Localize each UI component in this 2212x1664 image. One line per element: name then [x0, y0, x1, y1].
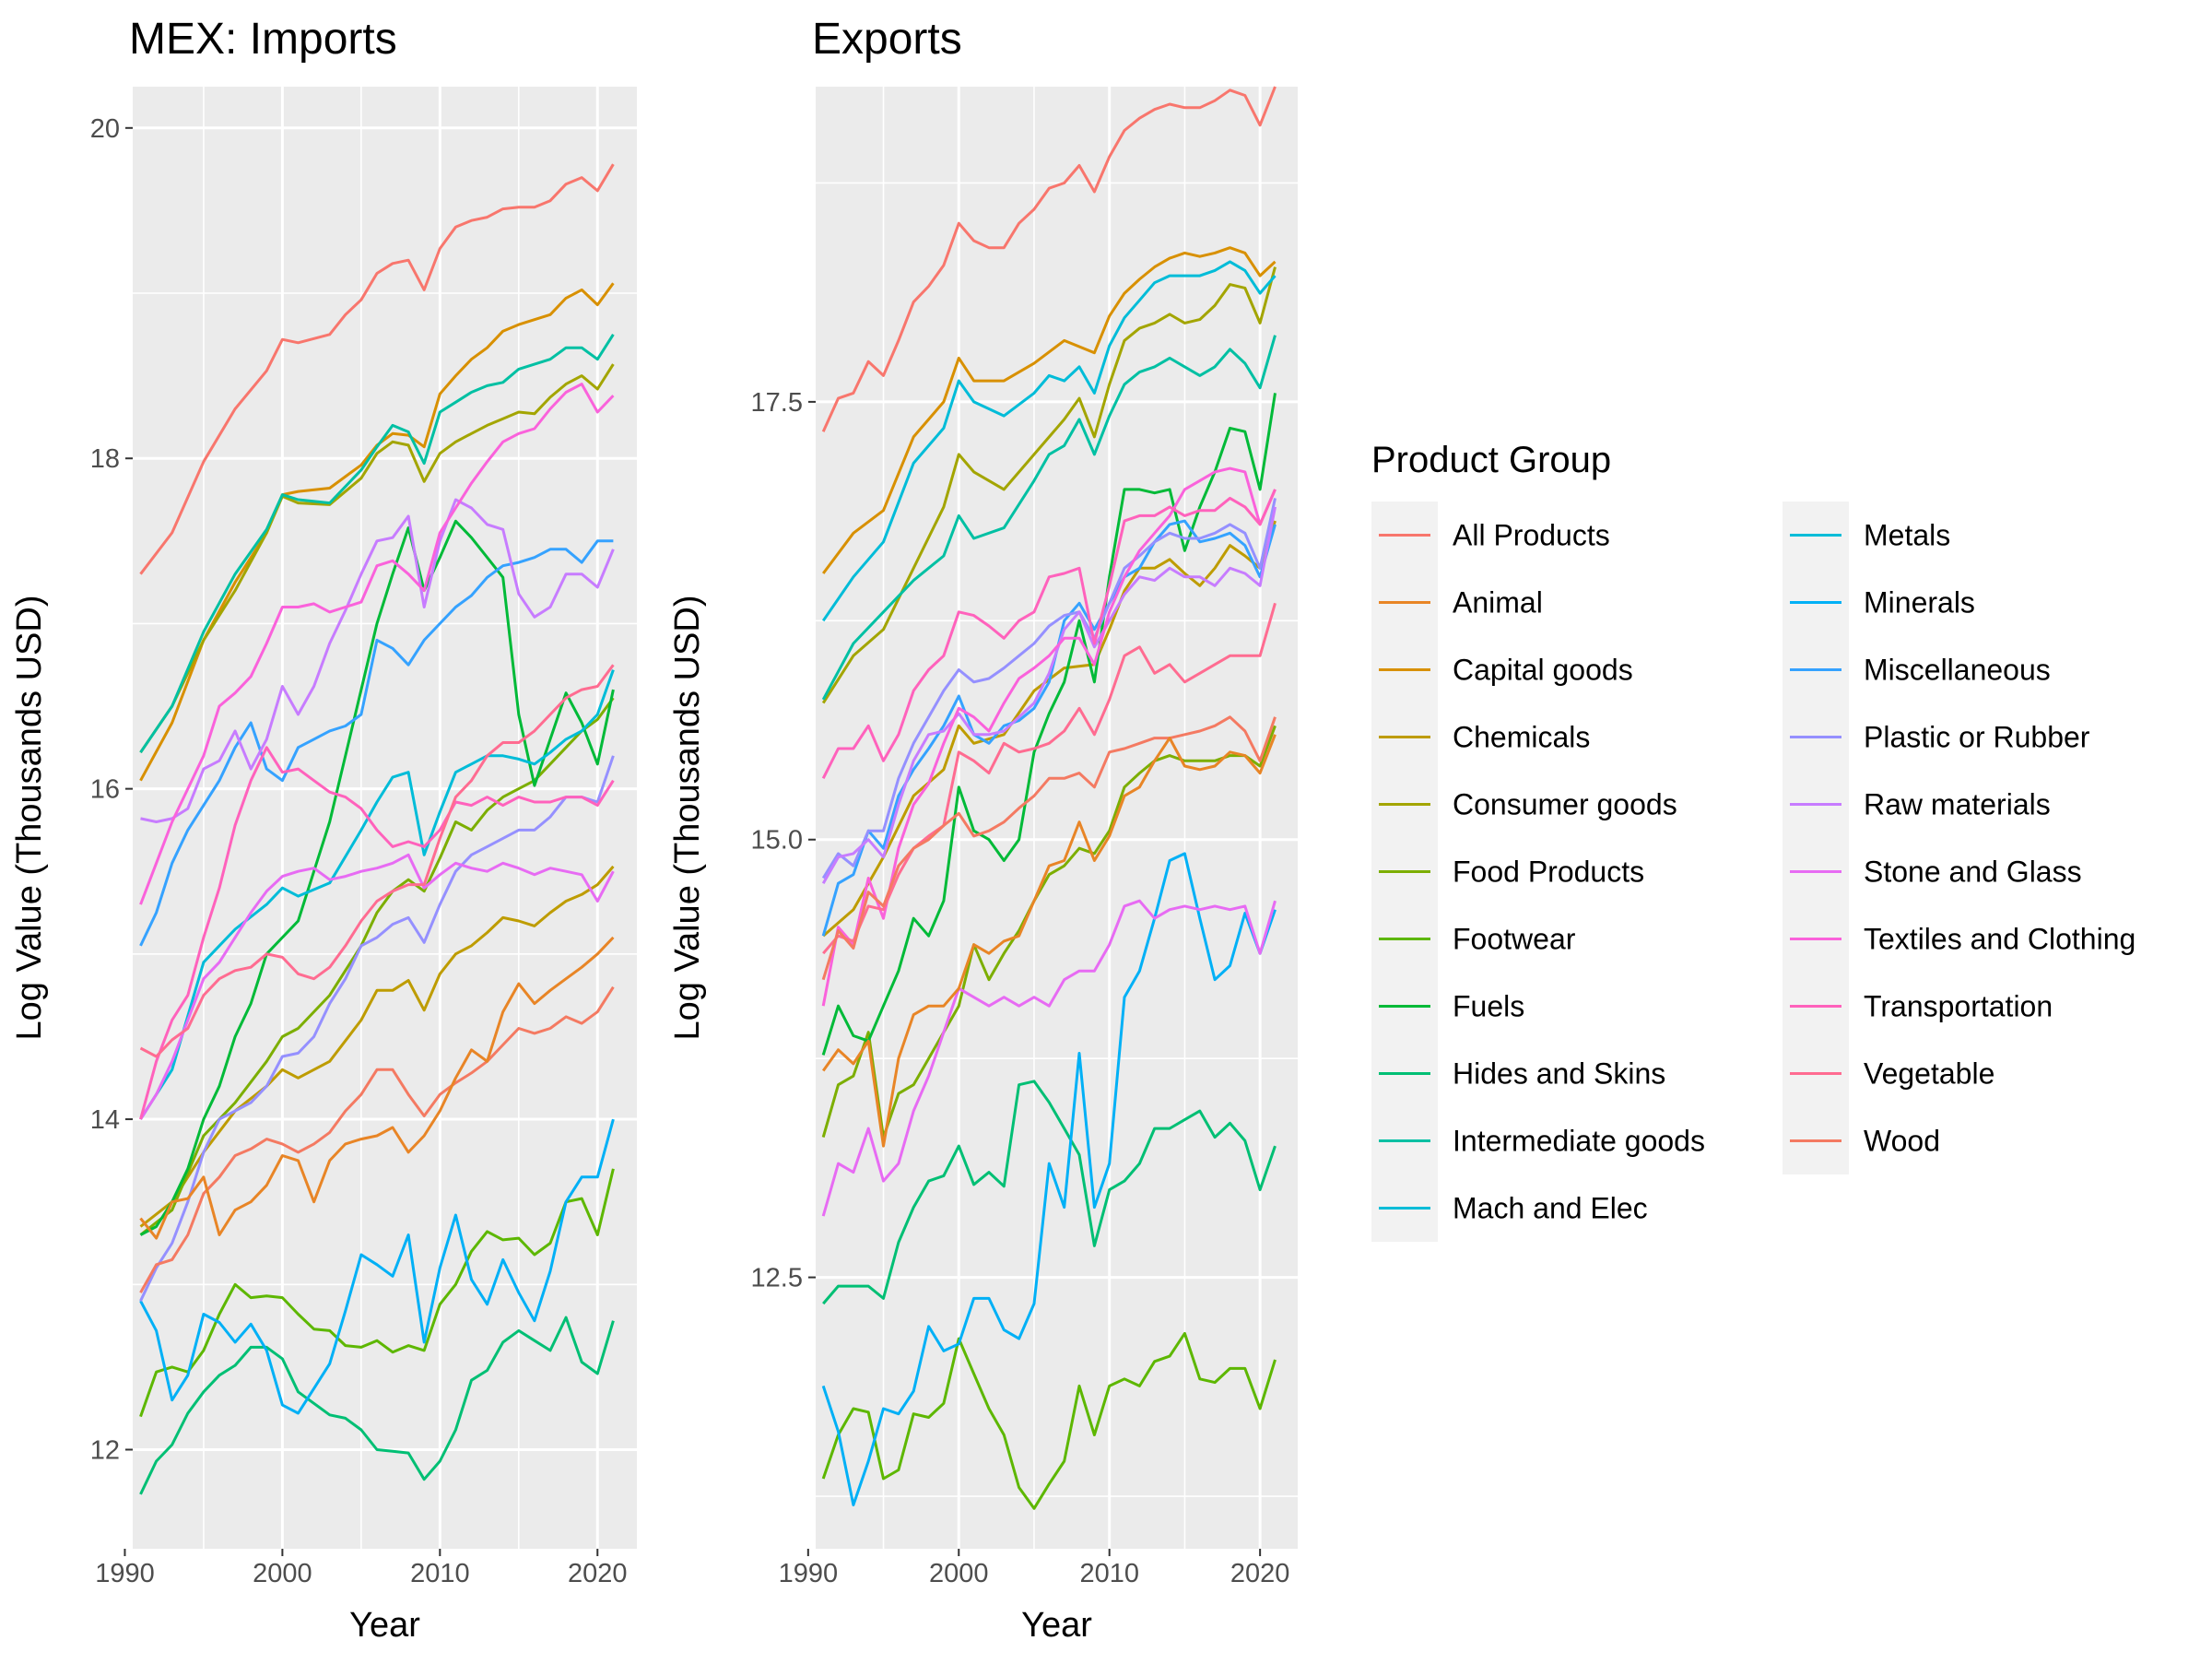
y-tick-label: 20 [90, 114, 120, 144]
x-tick-label: 2010 [410, 1559, 470, 1588]
legend-item-label: Intermediate goods [1453, 1125, 1705, 1158]
legend-item-label: Consumer goods [1453, 788, 1677, 821]
x-tick-label: 2020 [568, 1559, 628, 1588]
series-line-vegetable [822, 602, 1277, 955]
y-tick-label: 17.5 [751, 388, 803, 418]
series-line-fuels [139, 519, 615, 1236]
series-line-fuels [821, 393, 1277, 1056]
y-tick-label: 12 [90, 1435, 120, 1465]
x-tick-label: 2000 [253, 1559, 312, 1588]
legend-item-label: Chemicals [1453, 721, 1590, 754]
legend-item-label: Food Products [1453, 856, 1644, 889]
legend-item-label: Miscellaneous [1864, 654, 2051, 687]
chart-panel-imports: 1990 2000 2010 2020 12 14 16 18 20 MEX: Imports Ye… [10, 15, 637, 1645]
legend: Product Group All Products Animal Capital g… [1371, 440, 2136, 1242]
chart-title: MEX: Imports [129, 15, 397, 64]
legend-title: Product Group [1371, 440, 1611, 480]
series-line-miscellaneous [821, 519, 1277, 937]
plot-panel-background [133, 87, 637, 1549]
chart-panel-exports: 1990 2000 2010 2020 12.5 15.0 17.5 Exports Year L… [668, 15, 1298, 1645]
series-line-mach-and-elec [139, 669, 615, 1120]
x-axis-label: Year [1021, 1606, 1092, 1645]
series-line-minerals [821, 852, 1277, 1506]
legend-item-label: Hides and Skins [1453, 1057, 1665, 1091]
y-tick-label: 12.5 [751, 1264, 803, 1293]
y-tick-label: 16 [90, 775, 120, 805]
series-line-mach-and-elec [821, 260, 1277, 622]
x-tick-label: 1990 [95, 1559, 155, 1588]
y-axis-label: Log Value (Thousands USD) [668, 596, 707, 1041]
legend-item-label: Raw materials [1864, 788, 2051, 821]
legend-item-label: Transportation [1864, 990, 2053, 1023]
series-line-capital-goods [821, 246, 1277, 574]
legend-item-label: Wood [1864, 1125, 1940, 1158]
legend-item-label: Capital goods [1453, 654, 1633, 687]
series-line-transportation [139, 746, 615, 1120]
series-line-minerals [139, 1118, 615, 1415]
series-line-wood [139, 985, 615, 1293]
x-tick-label: 2020 [1230, 1559, 1290, 1588]
series-line-plastic-or-rubber [821, 498, 1277, 879]
series-line-plastic-or-rubber [139, 755, 615, 1302]
series-line-raw-materials [140, 498, 615, 823]
series-line-chemicals [822, 520, 1277, 938]
series-line-animal [139, 936, 615, 1240]
x-tick-label: 2000 [929, 1559, 989, 1588]
x-tick-label: 1990 [779, 1559, 839, 1588]
y-axis-label: Log Value (Thousands USD) [10, 596, 49, 1041]
legend-item-label: Footwear [1453, 923, 1576, 956]
series-line-all-products [821, 86, 1277, 432]
series-line-textiles-and-clothing [139, 383, 615, 905]
legend-item-label: Animal [1453, 586, 1543, 620]
x-axis-label: Year [349, 1606, 420, 1645]
legend-item-label: Fuels [1453, 990, 1524, 1023]
series-line-hides-and-skins [139, 1316, 615, 1495]
legend-item-label: Metals [1864, 519, 1950, 552]
y-tick-label: 18 [90, 444, 120, 474]
series-line-food-products [821, 725, 1277, 1139]
legend-item-label: Textiles and Clothing [1864, 923, 2136, 956]
x-tick-label: 2010 [1079, 1559, 1139, 1588]
chart-title: Exports [812, 15, 962, 64]
series-line-food-products [139, 697, 615, 1236]
legend-item-label: All Products [1453, 519, 1610, 552]
series-line-all-products [139, 163, 615, 575]
y-tick-label: 15.0 [751, 826, 803, 856]
legend-item-label: Plastic or Rubber [1864, 721, 2090, 754]
series-line-miscellaneous [139, 539, 614, 947]
legend-item-label: Stone and Glass [1864, 856, 2082, 889]
series-line-stone-and-glass [139, 853, 615, 1120]
series-line-raw-materials [821, 506, 1277, 884]
series-line-footwear [139, 1168, 615, 1418]
series-line-transportation [821, 489, 1277, 779]
series-line-intermediate-goods [139, 333, 615, 754]
series-line-intermediate-goods [821, 335, 1277, 701]
series-line-textiles-and-clothing [821, 466, 1277, 1007]
series-line-consumer-goods [139, 363, 615, 754]
series-line-wood [821, 715, 1277, 981]
series-line-stone-and-glass [821, 899, 1277, 1217]
legend-item-label: Vegetable [1864, 1057, 1994, 1091]
y-tick-label: 14 [90, 1105, 120, 1135]
series-line-vegetable [139, 664, 615, 1058]
series-line-footwear [821, 1331, 1277, 1510]
series-line-animal [821, 734, 1277, 1148]
series-line-consumer-goods [821, 266, 1277, 704]
series-line-hides-and-skins [822, 1080, 1277, 1305]
legend-item-label: Minerals [1864, 586, 1975, 620]
legend-item-label: Mach and Elec [1453, 1192, 1648, 1225]
